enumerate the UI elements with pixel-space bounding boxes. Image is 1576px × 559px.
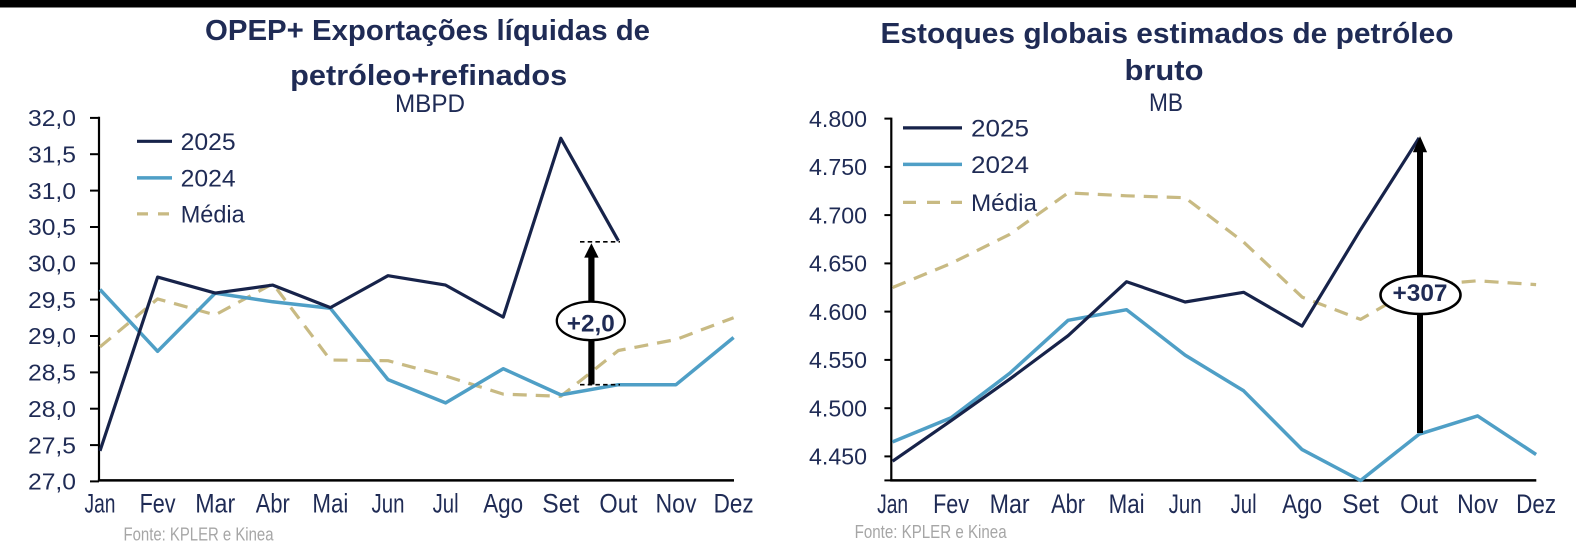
svg-text:28,0: 28,0 [28, 396, 76, 422]
svg-text:Out: Out [599, 489, 638, 519]
svg-text:Ago: Ago [1282, 489, 1322, 519]
svg-text:OPEP+ Exportações líquidas de: OPEP+ Exportações líquidas de [205, 15, 650, 47]
svg-text:Set: Set [542, 489, 580, 519]
svg-text:28,5: 28,5 [28, 360, 76, 386]
svg-text:Jun: Jun [372, 489, 405, 519]
svg-text:4.700: 4.700 [809, 202, 867, 228]
svg-text:Jun: Jun [1169, 489, 1202, 519]
svg-text:27,0: 27,0 [28, 469, 76, 495]
svg-text:Nov: Nov [656, 489, 698, 519]
svg-text:Nov: Nov [1457, 489, 1499, 519]
svg-text:31,0: 31,0 [28, 178, 76, 204]
svg-text:2024: 2024 [181, 165, 236, 192]
svg-text:+307: +307 [1393, 280, 1448, 307]
svg-text:Mai: Mai [312, 489, 348, 519]
svg-text:Dez: Dez [714, 489, 754, 519]
svg-text:bruto: bruto [1125, 55, 1204, 87]
svg-text:4.550: 4.550 [809, 347, 867, 373]
svg-text:30,5: 30,5 [28, 214, 76, 240]
svg-text:4.800: 4.800 [809, 106, 867, 132]
svg-text:4.600: 4.600 [809, 299, 867, 325]
svg-text:Média: Média [971, 190, 1038, 217]
svg-text:Mar: Mar [195, 489, 235, 519]
svg-text:+2,0: +2,0 [567, 311, 615, 338]
svg-text:petróleo+refinados: petróleo+refinados [290, 60, 567, 92]
svg-text:4.450: 4.450 [809, 444, 867, 470]
svg-text:2025: 2025 [181, 129, 236, 156]
svg-text:Jan: Jan [877, 489, 908, 519]
svg-text:Mai: Mai [1109, 489, 1145, 519]
svg-text:4.650: 4.650 [809, 251, 867, 277]
svg-text:2025: 2025 [971, 115, 1029, 142]
svg-text:4.500: 4.500 [809, 395, 867, 421]
svg-text:Abr: Abr [1051, 489, 1085, 519]
svg-text:Abr: Abr [256, 489, 290, 519]
svg-text:Jan: Jan [85, 489, 116, 519]
svg-text:Fev: Fev [140, 489, 177, 519]
svg-text:MB: MB [1149, 89, 1183, 117]
svg-text:31,5: 31,5 [28, 141, 76, 167]
svg-text:4.750: 4.750 [809, 154, 867, 180]
svg-text:Out: Out [1400, 489, 1439, 519]
svg-text:Ago: Ago [483, 489, 523, 519]
svg-text:Set: Set [1342, 489, 1380, 519]
svg-text:Fev: Fev [933, 489, 970, 519]
svg-text:Mar: Mar [990, 489, 1030, 519]
svg-text:29,5: 29,5 [28, 287, 76, 313]
svg-text:Jul: Jul [433, 489, 459, 519]
svg-text:2024: 2024 [971, 152, 1029, 179]
svg-text:Dez: Dez [1516, 489, 1556, 519]
svg-text:Estoques globais estimados de: Estoques globais estimados de petróleo [881, 18, 1454, 50]
svg-text:Média: Média [181, 201, 246, 228]
svg-text:Jul: Jul [1231, 489, 1257, 519]
svg-text:MBPD: MBPD [395, 90, 465, 118]
svg-text:Fonte: KPLER e Kinea: Fonte: KPLER e Kinea [124, 524, 275, 545]
svg-text:29,0: 29,0 [28, 323, 76, 349]
svg-text:Fonte: KPLER e Kinea: Fonte: KPLER e Kinea [855, 521, 1008, 542]
svg-text:32,0: 32,0 [28, 105, 76, 131]
svg-text:30,0: 30,0 [28, 251, 76, 277]
svg-text:27,5: 27,5 [28, 432, 76, 458]
